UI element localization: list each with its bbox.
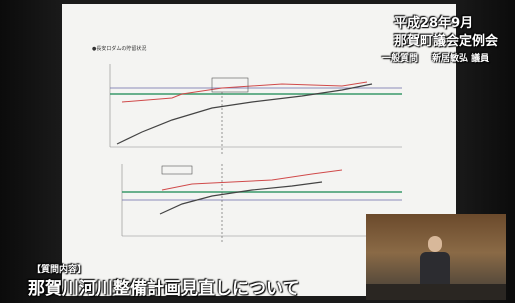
chart-title: ●長安口ダムの貯留状況: [92, 45, 146, 52]
podium: [366, 284, 506, 300]
video-frame: ●長安口ダムの貯留状況 平成28年9月: [0, 0, 515, 303]
session: 平成28年9月: [394, 12, 473, 31]
upper-chart: [110, 64, 402, 154]
caption-topic: 那賀川河川整備計画見直しについて: [28, 274, 300, 299]
speaker-head: [428, 236, 442, 252]
page: ●長安口ダムの貯留状況 平成28年9月: [0, 0, 515, 303]
speaker-role: 一般質問: [382, 51, 418, 64]
lower-chart: [122, 164, 402, 244]
speaker-video: [366, 214, 506, 300]
speaker: 新居敏弘 議員: [432, 51, 489, 64]
assembly: 那賀町議会定例会: [394, 30, 498, 49]
